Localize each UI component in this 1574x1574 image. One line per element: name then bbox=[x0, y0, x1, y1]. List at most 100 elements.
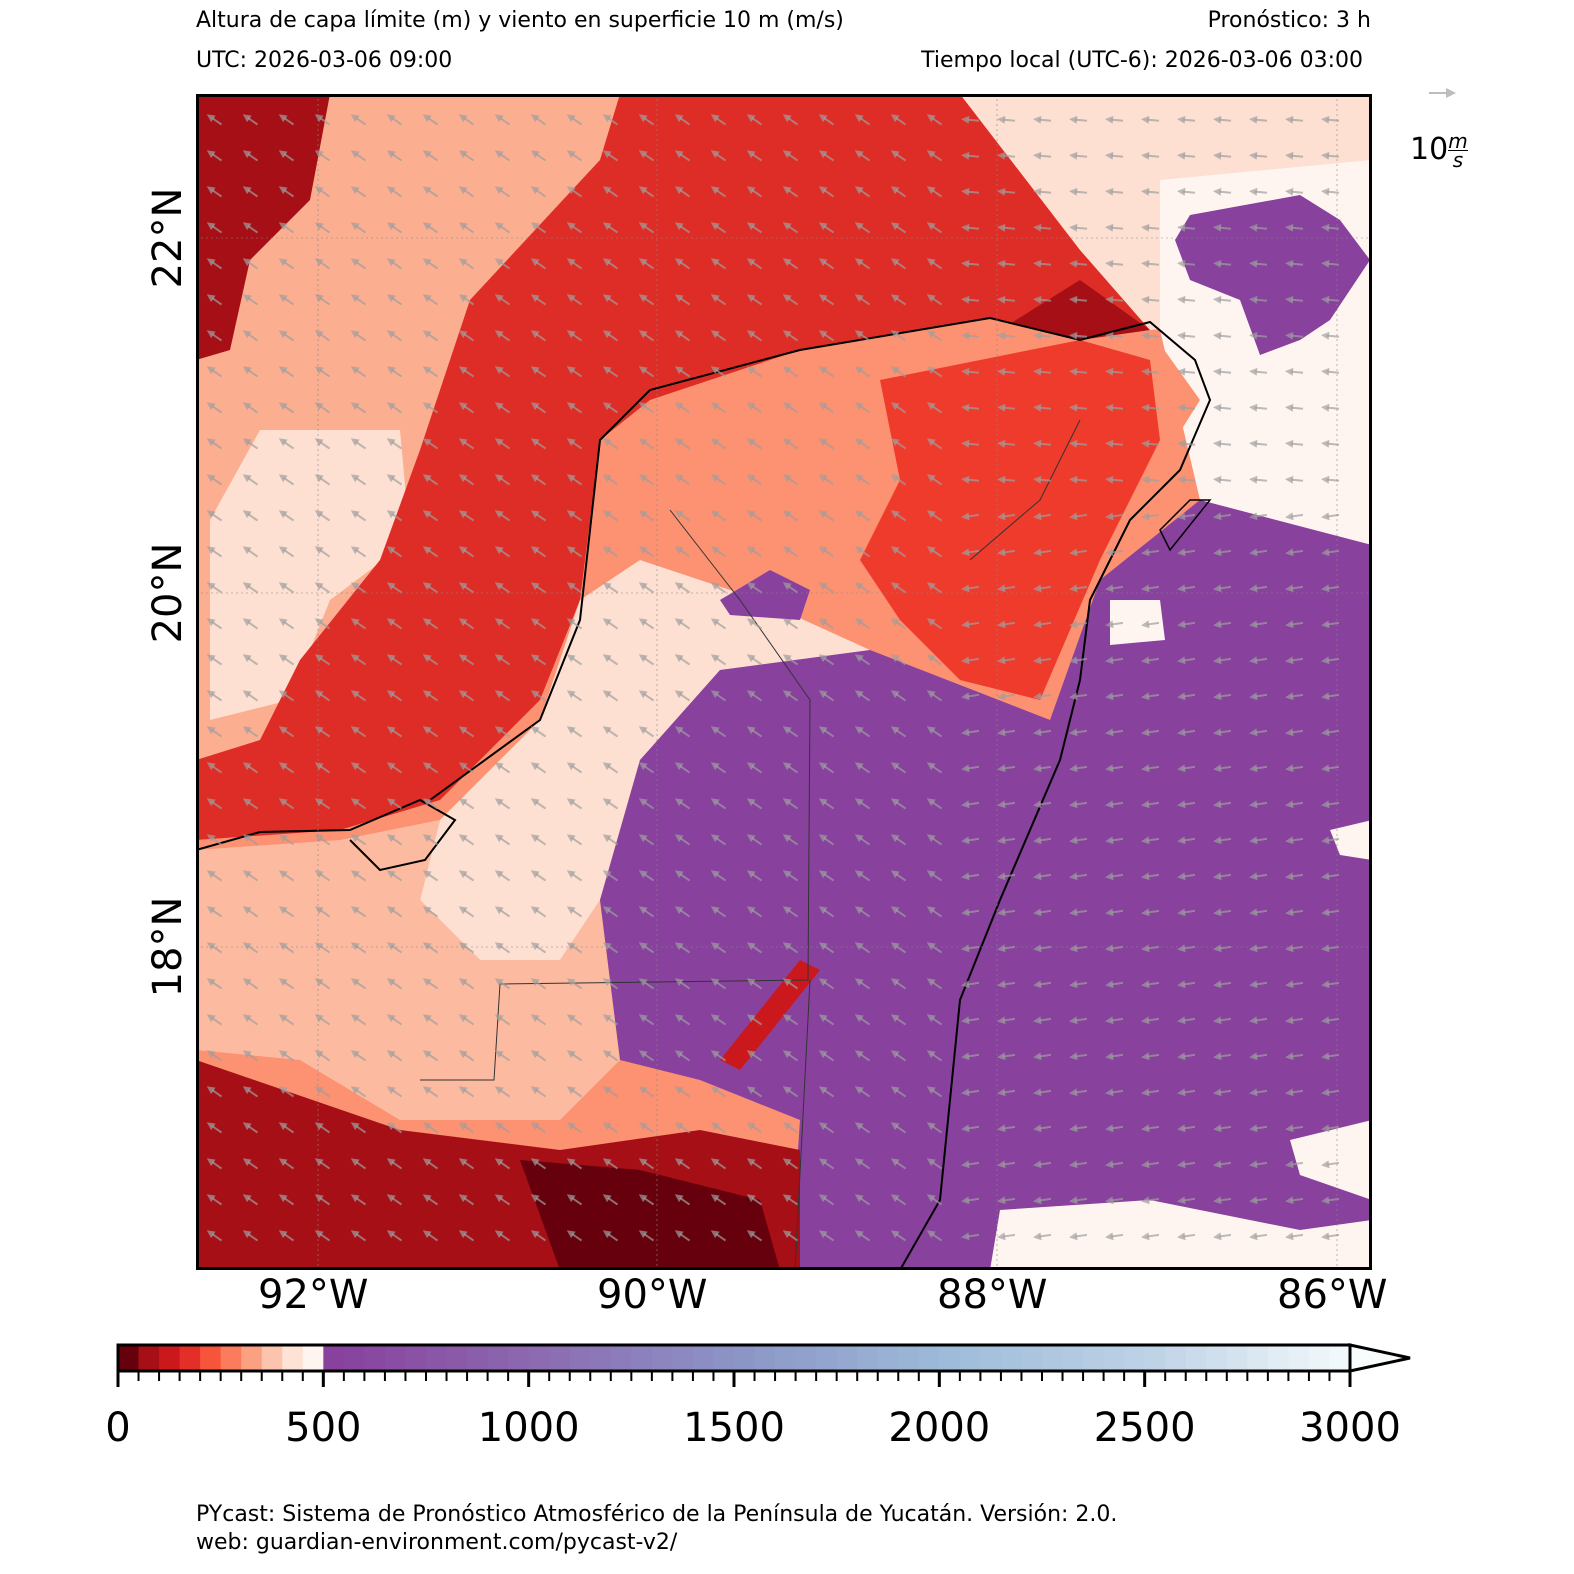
wind-arrow bbox=[602, 1158, 619, 1170]
wind-arrow bbox=[746, 1158, 763, 1170]
island-cozumel bbox=[1159, 499, 1212, 552]
wind-arrow bbox=[1213, 403, 1232, 412]
wind-arrow bbox=[1033, 115, 1052, 124]
wind-arrow bbox=[818, 294, 835, 306]
wind-arrow bbox=[602, 1230, 619, 1242]
wind-arrow bbox=[314, 1122, 331, 1134]
map-panel[interactable] bbox=[196, 94, 1372, 1270]
wind-arrow bbox=[1213, 728, 1232, 737]
wind-arrow bbox=[961, 1160, 980, 1169]
wind-arrow bbox=[386, 618, 403, 630]
wind-arrow bbox=[206, 906, 223, 918]
wind-arrow bbox=[1249, 1160, 1268, 1169]
wind-arrow bbox=[638, 906, 655, 918]
wind-arrow bbox=[530, 726, 547, 738]
wind-arrow bbox=[674, 1050, 691, 1062]
wind-arrow bbox=[997, 980, 1016, 989]
wind-arrow bbox=[818, 474, 835, 486]
wind-arrow bbox=[1213, 1016, 1232, 1025]
wind-arrow bbox=[350, 330, 367, 342]
wind-arrow bbox=[602, 114, 619, 126]
wind-arrow bbox=[638, 690, 655, 702]
wind-arrow bbox=[1249, 548, 1268, 557]
colorbar-segment bbox=[241, 1345, 263, 1371]
wind-arrow bbox=[350, 870, 367, 882]
colorbar-segment bbox=[1247, 1345, 1269, 1371]
wind-arrow bbox=[602, 906, 619, 918]
wind-arrow bbox=[674, 150, 691, 162]
wind-arrow bbox=[278, 366, 295, 378]
wind-arrow bbox=[1249, 439, 1268, 448]
wind-arrow bbox=[350, 618, 367, 630]
wind-arrow bbox=[961, 656, 980, 665]
wind-arrow bbox=[638, 618, 655, 630]
wind-arrow bbox=[782, 546, 799, 558]
wind-arrow bbox=[1249, 1088, 1268, 1097]
colorbar-segment bbox=[590, 1345, 612, 1371]
wind-arrow bbox=[926, 1194, 943, 1206]
wind-arrow bbox=[278, 906, 295, 918]
colorbar-segment bbox=[775, 1345, 797, 1371]
wind-arrow bbox=[746, 546, 763, 558]
wind-arrow bbox=[530, 546, 547, 558]
wind-arrow bbox=[1069, 1160, 1088, 1169]
colorbar-tick-label: 2000 bbox=[888, 1405, 991, 1451]
wind-arrow bbox=[818, 870, 835, 882]
wind-arrow bbox=[494, 510, 511, 522]
wind-arrow bbox=[926, 1014, 943, 1026]
wind-arrow bbox=[782, 582, 799, 594]
wind-arrow bbox=[890, 1230, 907, 1242]
colorbar-segment bbox=[1144, 1345, 1166, 1371]
wind-arrow bbox=[278, 546, 295, 558]
wind-arrow bbox=[890, 618, 907, 630]
wind-arrow bbox=[926, 366, 943, 378]
wind-arrow bbox=[530, 654, 547, 666]
wind-arrow bbox=[1105, 1232, 1124, 1241]
wind-arrow bbox=[1213, 439, 1232, 448]
wind-arrow bbox=[746, 870, 763, 882]
wind-arrow bbox=[854, 546, 871, 558]
wind-arrow bbox=[1033, 620, 1052, 629]
wind-arrow bbox=[1141, 403, 1160, 412]
wind-arrow bbox=[530, 1050, 547, 1062]
wind-arrow bbox=[1177, 115, 1196, 124]
wind-arrow bbox=[890, 1122, 907, 1134]
wind-arrow bbox=[746, 114, 763, 126]
wind-arrow bbox=[422, 942, 439, 954]
wind-arrow bbox=[206, 1050, 223, 1062]
wind-arrow bbox=[1177, 620, 1196, 629]
wind-arrow bbox=[854, 834, 871, 846]
wind-arrow bbox=[1105, 403, 1124, 412]
wind-arrow bbox=[1321, 331, 1340, 340]
map-field bbox=[199, 97, 1369, 1267]
wind-arrow bbox=[530, 618, 547, 630]
wind-arrow bbox=[206, 546, 223, 558]
wind-arrow bbox=[746, 366, 763, 378]
wind-arrow bbox=[782, 726, 799, 738]
wind-arrow bbox=[746, 294, 763, 306]
wind-arrow bbox=[1321, 403, 1340, 412]
wind-arrow bbox=[1177, 656, 1196, 665]
wind-arrow bbox=[854, 294, 871, 306]
wind-arrow bbox=[530, 258, 547, 270]
wind-arrow bbox=[314, 618, 331, 630]
wind-arrow bbox=[422, 582, 439, 594]
wind-arrow bbox=[782, 834, 799, 846]
wind-arrow bbox=[566, 258, 583, 270]
wind-arrow bbox=[746, 474, 763, 486]
wind-arrow bbox=[314, 402, 331, 414]
wind-arrow bbox=[710, 762, 727, 774]
map-title: Altura de capa límite (m) y viento en su… bbox=[196, 8, 844, 33]
wind-arrow bbox=[638, 510, 655, 522]
wind-arrow bbox=[566, 510, 583, 522]
wind-arrow bbox=[206, 618, 223, 630]
wind-arrow bbox=[746, 762, 763, 774]
wind-arrow bbox=[1033, 656, 1052, 665]
wind-arrow bbox=[782, 798, 799, 810]
wind-arrow bbox=[350, 1194, 367, 1206]
wind-arrow bbox=[494, 546, 511, 558]
wind-arrow bbox=[890, 1158, 907, 1170]
wind-arrow bbox=[458, 510, 475, 522]
wind-arrow bbox=[1069, 800, 1088, 809]
wind-arrow bbox=[602, 186, 619, 198]
